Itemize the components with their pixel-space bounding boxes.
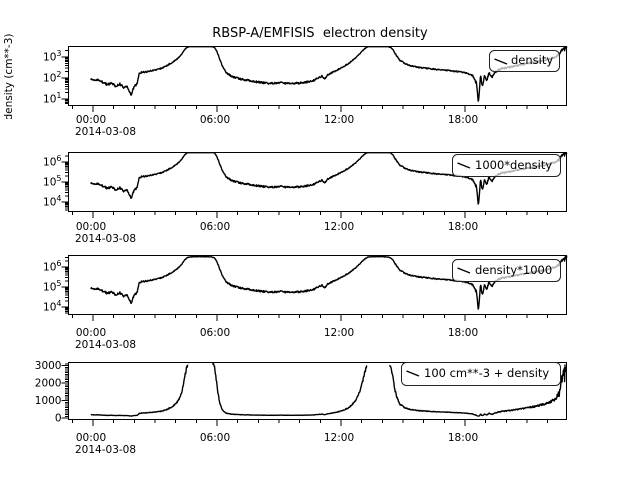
minor-ticks — [65, 363, 549, 423]
x-tick-label: 18:00 — [447, 327, 479, 339]
major-ticks — [61, 56, 466, 112]
minor-ticks — [65, 50, 549, 109]
y-tick-label: 104 — [43, 299, 61, 314]
legend-label-1000x-density: 1000*density — [475, 158, 553, 172]
x-tick-label: 12:00 — [323, 327, 355, 339]
major-ticks — [61, 364, 466, 426]
y-tick-label: 104 — [43, 194, 61, 209]
y-tick-label: 105 — [43, 279, 61, 294]
legend-sample-line-icon — [457, 162, 471, 169]
x-tick-label: 00:00 — [75, 114, 107, 126]
panel-frame — [68, 46, 567, 106]
panel-3: 0 1000 2000 3000 — [35, 360, 567, 426]
x-tick-label: 06:00 — [199, 327, 231, 339]
density-curve — [90, 255, 568, 310]
x-tick-label: 12:00 — [323, 221, 355, 233]
legend-sample-line-icon — [457, 267, 471, 274]
legend-label-density-x1000: density*1000 — [475, 263, 553, 277]
legend-box — [401, 362, 561, 386]
panel-1: 104 105 106 — [43, 152, 568, 218]
y-tick-label: 106 — [43, 259, 61, 274]
y-tick-label: 106 — [43, 154, 61, 169]
legend-sample-line-icon — [406, 370, 420, 377]
x-tick-label: 00:00 — [75, 327, 107, 339]
x-tick-label: 06:00 — [199, 221, 231, 233]
y-tick-label: 101 — [43, 91, 61, 106]
density-curve — [90, 152, 568, 205]
x-tick-label: 00:00 — [75, 431, 107, 444]
major-ticks — [61, 161, 466, 218]
y-axis-label-clip: density (cm**-3) — [2, 18, 30, 120]
x-tick-label: 06:00 — [199, 431, 231, 444]
x-axis-date-label: 2014-03-08 — [75, 126, 137, 138]
y-tick-label: 3000 — [35, 360, 62, 372]
major-ticks — [61, 266, 466, 321]
legend-label-density: density — [511, 53, 554, 67]
panel-frame — [68, 255, 567, 315]
y-tick-label: 102 — [43, 70, 61, 85]
y-tick-label: 0 — [55, 413, 62, 425]
x-axis-date-label: 2014-03-08 — [75, 339, 137, 351]
y-tick-label: 105 — [43, 174, 61, 189]
panel-frame — [68, 362, 567, 420]
x-tick-label: 00:00 — [75, 221, 107, 233]
density-curve — [90, 362, 567, 417]
y-tick-label: 1000 — [35, 395, 62, 407]
x-axis-date-label: 2014-03-08 — [75, 443, 137, 456]
legend-label-100-plus-density: 100 cm**-3 + density — [424, 366, 550, 380]
y-tick-label: 103 — [43, 49, 61, 64]
density-curve — [90, 46, 568, 102]
y-axis-label: density (cm**-3) — [3, 33, 15, 120]
y-tick-label: 2000 — [35, 378, 62, 390]
panel-2: 104 105 106 — [43, 255, 568, 321]
chart-title: RBSP-A/EMFISIS electron density — [212, 26, 428, 41]
x-tick-label: 18:00 — [447, 431, 479, 444]
legend-sample-line-icon — [494, 58, 508, 65]
panel-0: 101 102 103 — [43, 46, 568, 112]
x-tick-label: 12:00 — [323, 431, 355, 444]
legend-box — [452, 259, 561, 282]
x-axis-date-label: 2014-03-08 — [75, 233, 137, 245]
x-tick-label: 06:00 — [199, 114, 231, 126]
x-tick-label: 18:00 — [447, 114, 479, 126]
legend-box — [489, 50, 560, 72]
minor-ticks — [65, 155, 549, 215]
legend-box — [452, 154, 561, 177]
x-tick-label: 18:00 — [447, 221, 479, 233]
minor-ticks — [65, 256, 549, 318]
x-tick-label: 12:00 — [323, 114, 355, 126]
